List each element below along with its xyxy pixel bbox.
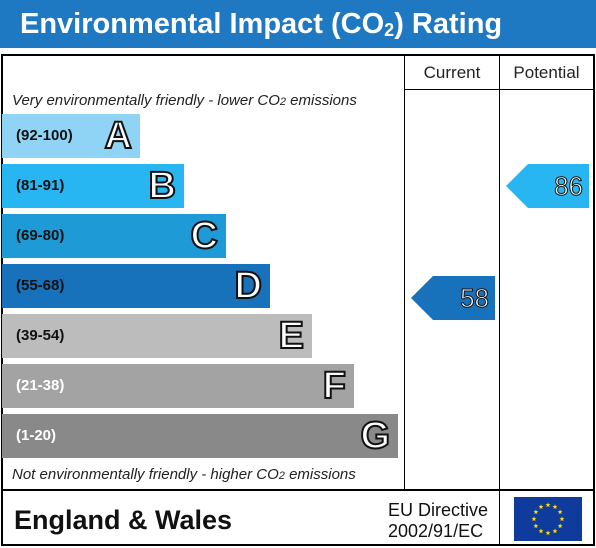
title-bar xyxy=(0,0,596,48)
band-range: (21-38) xyxy=(16,377,65,394)
band-range: (55-68) xyxy=(16,277,65,294)
note-bottom: Not environmentally friendly - higher CO… xyxy=(12,466,356,483)
frame-bottom xyxy=(1,544,595,546)
band-letter: B xyxy=(148,164,177,208)
rating-arrow-shape xyxy=(506,164,589,208)
directive-line-1: EU Directive xyxy=(388,500,489,520)
band-d: (55-68) D xyxy=(2,264,270,308)
eu-flag-icon xyxy=(514,497,582,541)
rating-value: 86 xyxy=(554,171,584,202)
band-a: (92-100) A xyxy=(2,114,140,158)
eu-star xyxy=(533,509,539,515)
band-range: (39-54) xyxy=(16,327,65,344)
band-letter: C xyxy=(190,214,219,258)
frame-top xyxy=(1,54,595,56)
band-b: (81-91) B xyxy=(2,164,184,208)
footer-country: England & Wales xyxy=(14,505,233,535)
column-divider-current xyxy=(404,54,405,490)
frame-right xyxy=(593,54,595,546)
band-range: (69-80) xyxy=(16,227,65,244)
current-rating-arrow: 58 xyxy=(411,276,495,320)
band-f: (21-38) F xyxy=(2,364,354,408)
eu-star xyxy=(552,504,558,509)
band-letter: F xyxy=(322,364,347,408)
band-e: (39-54) E xyxy=(2,314,312,358)
eu-star xyxy=(538,528,544,534)
eu-star xyxy=(533,523,539,529)
band-letter: E xyxy=(278,314,305,358)
directive-line-2: 2002/91/EC xyxy=(388,521,484,541)
eu-star xyxy=(538,504,544,509)
band-range: (92-100) xyxy=(16,127,73,144)
band-letter: D xyxy=(234,264,263,308)
column-header-potential: Potential xyxy=(513,63,580,82)
eu-star xyxy=(559,516,565,522)
eu-star xyxy=(552,528,558,534)
page-title: Environmental Impact (CO2) Rating xyxy=(20,8,503,40)
band-range: (1-20) xyxy=(16,427,57,444)
eu-star xyxy=(531,516,537,522)
band-letter: G xyxy=(359,414,391,458)
footer-divider xyxy=(1,489,595,491)
eu-flag-stars xyxy=(531,502,565,536)
rating-value: 58 xyxy=(460,283,490,314)
footer-right-divider xyxy=(499,489,500,545)
column-header-current: Current xyxy=(423,63,481,82)
potential-rating-arrow: 86 xyxy=(506,164,589,208)
note-top: Very environmentally friendly - lower CO… xyxy=(12,92,357,109)
eu-star xyxy=(557,509,563,515)
column-divider-potential xyxy=(499,54,500,490)
band-g: (1-20) G xyxy=(2,414,398,458)
eu-star xyxy=(545,502,551,508)
band-c: (69-80) C xyxy=(2,214,226,258)
eu-star xyxy=(545,530,551,536)
band-letter: A xyxy=(104,114,133,158)
rating-arrow-shape xyxy=(411,276,495,320)
eu-star xyxy=(557,523,563,529)
band-range: (81-91) xyxy=(16,177,65,194)
